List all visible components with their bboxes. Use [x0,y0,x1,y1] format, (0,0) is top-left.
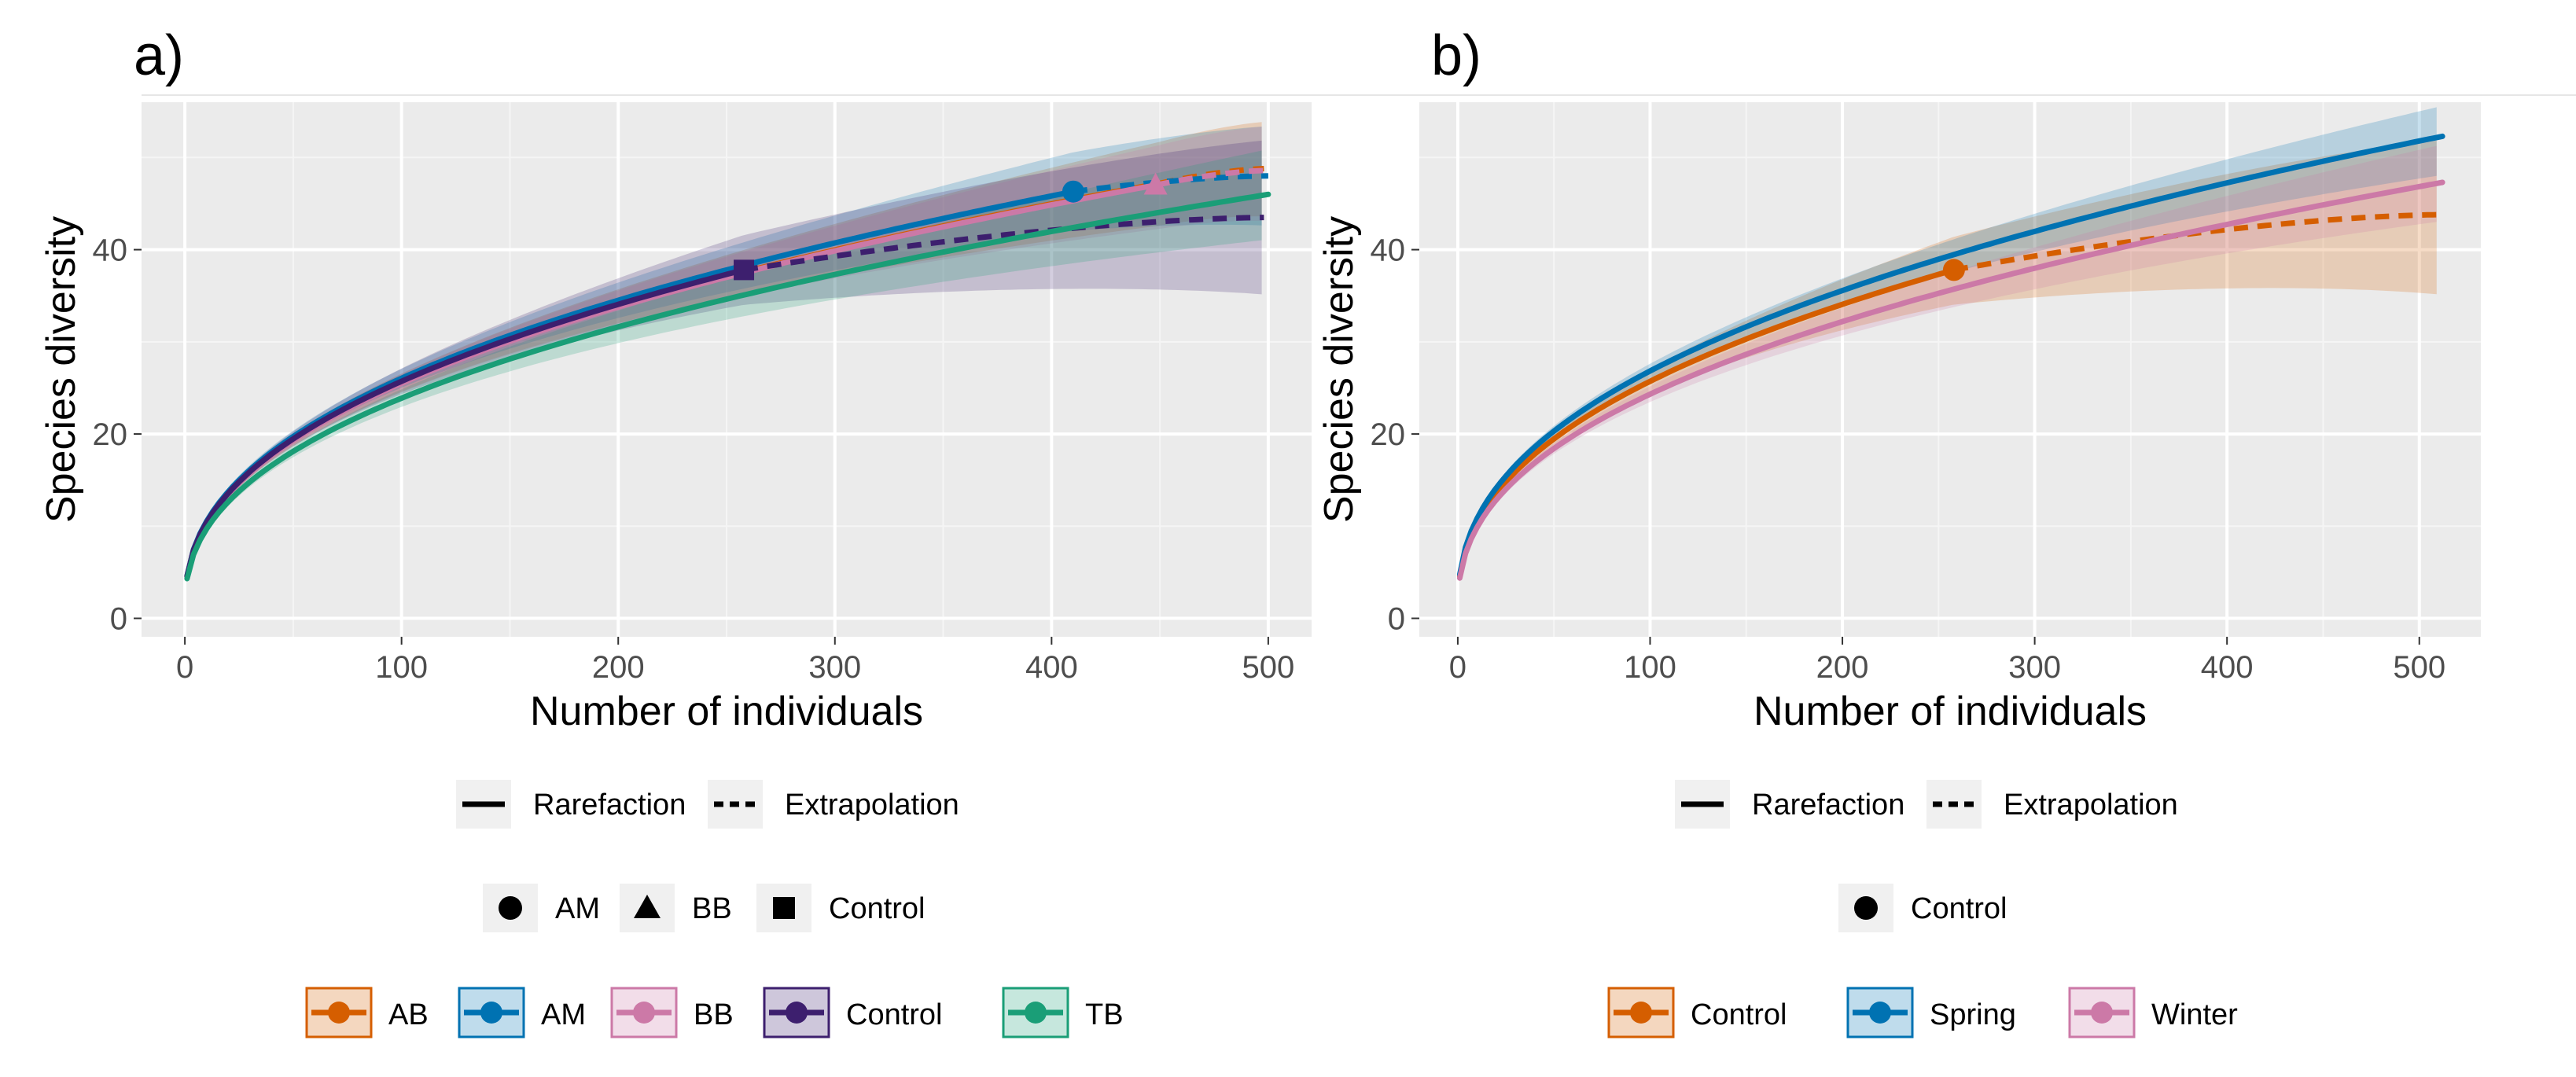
ci-band-winter [1459,145,2437,583]
legend-shape: Control [1838,884,2007,932]
rarefaction-line-tb [184,191,1271,582]
legend-shape-label: BB [692,892,732,925]
legend-shape-circle [499,896,522,920]
legend-color: AB AM BB Control TB [305,987,1124,1038]
x-tick-label: 0 [1449,650,1466,685]
legend-color-label: AB [388,998,429,1031]
legend-shape-label: AM [555,892,600,925]
legend-shape-label: Control [829,892,926,925]
plot-background [1419,102,2481,637]
y-tick-label: 0 [110,602,127,637]
legend-color-label: Winter [2151,998,2238,1031]
x-tick-label: 500 [2393,650,2445,685]
x-tick-label: 200 [592,650,645,685]
legend-color-label: BB [694,998,734,1031]
legend-key-point [2091,1002,2113,1024]
x-tick-label: 100 [375,650,428,685]
chart-panel-b: 0 100 200 300 400 500 0 20 40 Number of individua… [1316,102,2481,1038]
legend-linetype: Rarefaction Extrapolation [1675,780,2178,829]
legend-color-label: Control [1691,998,1787,1031]
legend-key-point [1025,1002,1047,1024]
legend-shape-circle [1854,896,1878,920]
x-tick-label: 0 [176,650,193,685]
legend-color-label: Control [846,998,943,1031]
ci-band-control [1459,140,2437,580]
ci-band-spring [1459,107,2437,579]
extrapolation-line-bb [1154,167,1267,188]
legend-label-extrapolation: Extrapolation [785,788,959,822]
x-tick-label: 200 [1816,650,1869,685]
ci-band-control [186,140,1262,580]
legend-color-label: TB [1085,998,1124,1031]
legend-shape-square [773,897,795,919]
ci-band-tb [186,150,1262,583]
panel-label-b: b) [1431,24,1482,87]
legend-label-extrapolation: Extrapolation [2004,788,2178,822]
rarefaction-line-control [184,266,747,579]
legend-key-point [786,1002,808,1024]
x-tick-label: 300 [2008,650,2061,685]
y-tick-label: 0 [1388,602,1405,637]
legend-shape-label: Control [1911,892,2007,925]
x-tick-label: 400 [1025,650,1078,685]
x-tick-label: 300 [808,650,861,685]
panel-label-a: a) [134,24,185,87]
x-tick-label: 100 [1624,650,1676,685]
rarefaction-line-spring [1456,133,2445,578]
legend-label-rarefaction: Rarefaction [533,788,686,822]
legend-label-rarefaction: Rarefaction [1752,788,1904,822]
x-tick-label: 400 [2201,650,2254,685]
legend-key-point [1869,1002,1891,1024]
top-divider [142,94,2576,96]
legend-key-point [633,1002,655,1024]
observed-point-am [1062,180,1084,203]
x-tick-label: 500 [1242,650,1295,685]
legend-shape-triangle [634,895,661,918]
legend-key-point [1630,1002,1652,1024]
y-tick-label: 20 [93,417,128,452]
chart-panel-a: 0 100 200 300 400 500 0 20 40 Number of individua… [39,102,1312,1038]
legend-color-label: AM [541,998,586,1031]
legend-color: Control Spring Winter [1607,987,2238,1038]
observed-point-control [734,259,755,281]
observed-point-control [1942,259,1965,281]
rarefaction-line-winter [1456,179,2445,581]
legend-shape: AM BB Control [483,884,926,932]
legend-key-point [328,1002,350,1024]
y-axis-title: Species diversity [39,216,84,523]
extrapolation-line-control [743,215,1264,273]
x-axis-title: Number of individuals [1754,689,2147,734]
y-axis-title: Species diversity [1316,216,1362,523]
legend-key-point [480,1002,502,1024]
x-axis-title: Number of individuals [530,689,923,734]
ci-band-ab [186,122,1262,580]
y-tick-label: 20 [1371,417,1406,452]
observed-point-bb [1143,172,1168,195]
y-tick-label: 40 [93,233,128,268]
y-tick-label: 40 [1371,233,1406,268]
legend-color-label: Spring [1930,998,2016,1031]
legend-linetype: Rarefaction Extrapolation [456,780,959,829]
rarefaction-line-control [1456,266,1957,579]
extrapolation-line-am [1073,173,1268,195]
